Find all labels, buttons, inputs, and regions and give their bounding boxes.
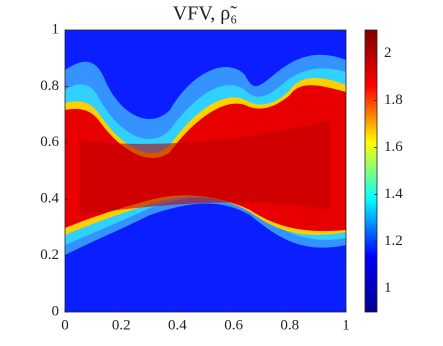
field-core [80,120,330,215]
y-tick-label: 0.2 [40,247,59,263]
colorbar-tick-label: 1 [384,280,392,296]
y-tick-label: 0 [52,303,60,319]
colorbar-tick-label: 2 [384,45,392,61]
x-tick-label: 0 [61,317,69,333]
y-tick-label: 0.4 [40,191,59,207]
y-tick-label: 1 [52,21,60,37]
colorbar-tick-label: 1.2 [384,233,403,249]
x-tick-label: 0.2 [112,317,131,333]
x-tick-label: 1 [342,317,350,333]
plot-frame [64,29,347,313]
colorbar-tick-label: 1.8 [384,92,403,108]
chart-title: VFV, ρ̃₆ [173,3,237,25]
colorbar-tick-label: 1.6 [384,139,403,155]
y-tick-label: 0.8 [40,78,59,94]
x-tick-label: 0.6 [224,317,243,333]
x-tick-label: 0.4 [168,317,187,333]
colorbar [364,29,378,313]
colorbar-tick-label: 1.4 [384,186,403,202]
y-tick-label: 0.6 [40,134,59,150]
x-tick-label: 0.8 [280,317,299,333]
field [65,30,346,312]
